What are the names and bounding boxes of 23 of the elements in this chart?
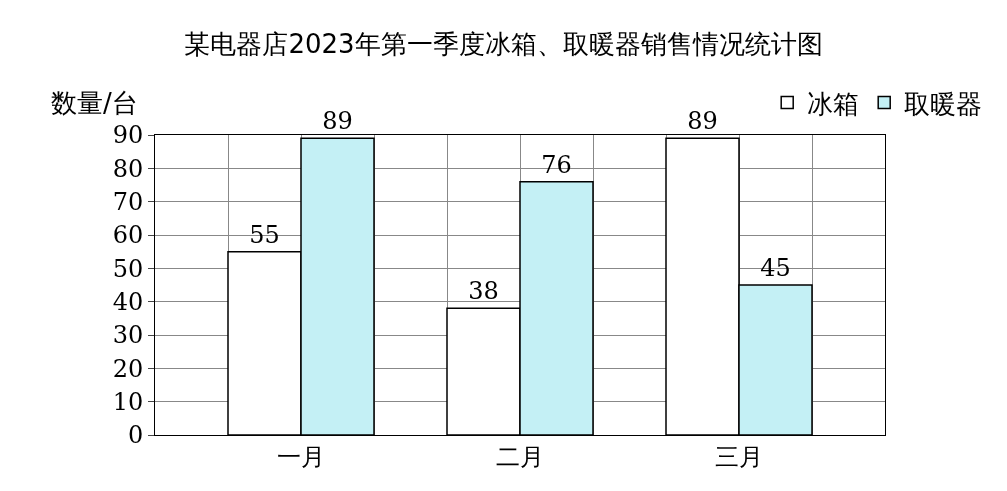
data-label: 76 (541, 150, 572, 179)
y-tick-label: 80 (112, 154, 144, 183)
data-label: 55 (249, 220, 280, 249)
legend-label: 取暖器 (904, 88, 983, 119)
y-axis-title: 数量/台 (51, 88, 138, 118)
y-tick-label: 30 (112, 321, 144, 350)
y-tick-label: 90 (112, 121, 144, 150)
x-tick-label: 二月 (496, 442, 544, 471)
data-label: 38 (468, 277, 499, 306)
x-tick-label: 一月 (277, 442, 325, 471)
y-tick-label: 50 (112, 254, 144, 283)
y-tick-label: 10 (112, 388, 144, 417)
y-tick-label: 0 (127, 421, 144, 450)
x-tick-label: 三月 (715, 442, 763, 471)
y-tick-label: 20 (112, 354, 144, 383)
y-tick-label: 40 (112, 288, 144, 317)
data-label: 89 (322, 107, 353, 136)
chart-title: 某电器店2023年第一季度冰箱、取暖器销售情况统计图 (184, 28, 823, 59)
y-tick-label: 60 (112, 221, 144, 250)
legend-label: 冰箱 (807, 88, 860, 119)
y-tick-label: 70 (112, 188, 144, 217)
data-label: 89 (687, 107, 718, 136)
data-label: 45 (760, 254, 791, 282)
